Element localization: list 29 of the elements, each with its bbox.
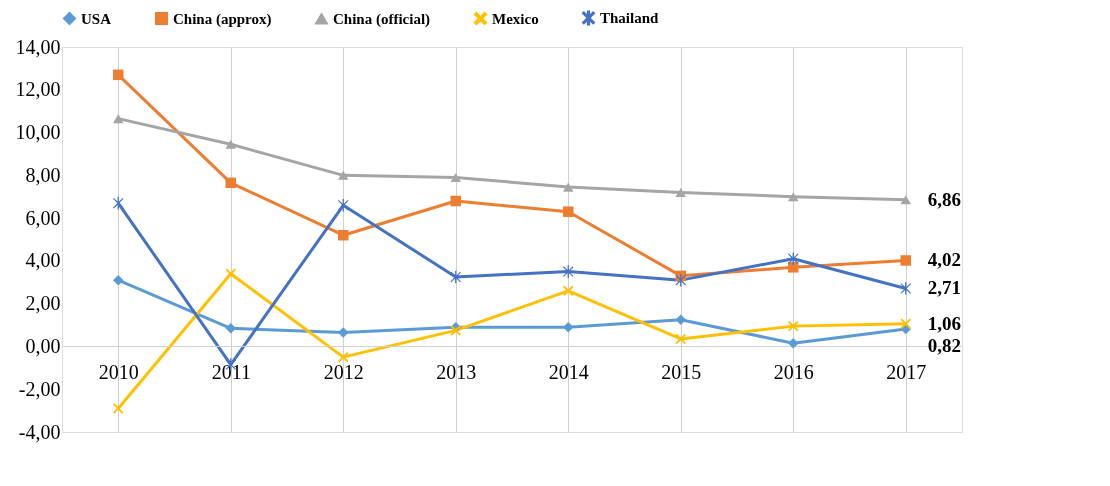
y-tick-label: -2,00 [18, 377, 61, 400]
legend-label: Thailand [600, 9, 660, 26]
y-tick-label: 12,00 [15, 78, 61, 101]
y-tick-label: 14,00 [15, 35, 61, 58]
legend-label: Mexico [492, 10, 539, 27]
y-tick-label: 4,00 [25, 249, 61, 272]
x-tick-label: 2011 [211, 360, 251, 383]
y-tick-label: 2,00 [25, 292, 61, 315]
y-tick-label: 6,00 [25, 206, 61, 229]
y-tick-label: -4,00 [18, 420, 61, 443]
data-label: 2,71 [927, 277, 961, 299]
x-tick-label: 2016 [773, 360, 814, 383]
legend-label: China (official) [333, 10, 431, 28]
x-tick-label: 2012 [323, 360, 364, 383]
legend-label: China (approx) [173, 10, 272, 28]
legend-label: USA [81, 10, 112, 27]
x-tick-label: 2014 [548, 360, 589, 383]
x-tick-label: 2010 [98, 360, 139, 383]
x-tick-label: 2017 [886, 360, 927, 383]
y-tick-label: 8,00 [25, 163, 61, 186]
x-tick-label: 2013 [436, 360, 477, 383]
x-tick-label: 2015 [661, 360, 702, 383]
y-tick-label: 10,00 [15, 121, 61, 144]
y-tick-label: 0,00 [25, 334, 61, 357]
point [338, 198, 349, 212]
data-label: 4,02 [927, 249, 961, 271]
data-label: 0,82 [927, 334, 961, 356]
data-label: 6,86 [927, 188, 961, 210]
data-label: 1,06 [927, 312, 961, 334]
